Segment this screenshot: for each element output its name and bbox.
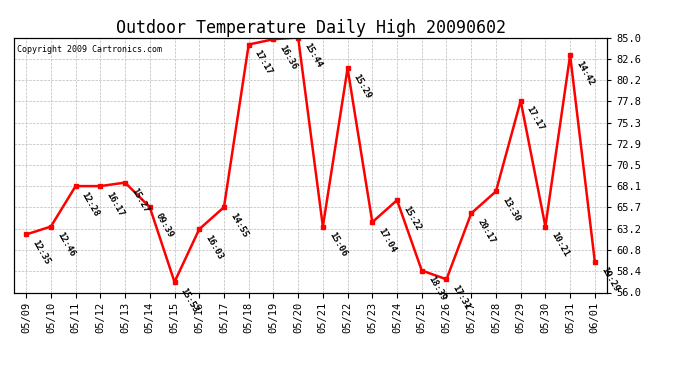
Text: 14:42: 14:42 [574,59,595,87]
Text: 18:39: 18:39 [426,274,447,303]
Text: 17:04: 17:04 [377,226,397,254]
Text: 13:30: 13:30 [500,195,522,223]
Text: 16:36: 16:36 [277,44,299,71]
Text: 10:21: 10:21 [549,231,571,258]
Text: 15:53: 15:53 [179,286,200,314]
Text: 15:27: 15:27 [129,187,150,214]
Text: Copyright 2009 Cartronics.com: Copyright 2009 Cartronics.com [17,45,161,54]
Text: 19:29: 19:29 [599,266,620,294]
Text: 17:17: 17:17 [253,49,274,76]
Text: 17:31: 17:31 [451,284,472,311]
Text: 12:46: 12:46 [55,231,77,258]
Text: 16:17: 16:17 [104,190,126,218]
Text: 14:55: 14:55 [228,211,249,239]
Text: 16:03: 16:03 [204,233,225,261]
Text: 15:06: 15:06 [327,231,348,258]
Title: Outdoor Temperature Daily High 20090602: Outdoor Temperature Daily High 20090602 [115,20,506,38]
Text: 09:39: 09:39 [154,211,175,239]
Text: 17:17: 17:17 [525,105,546,133]
Text: 12:28: 12:28 [80,190,101,218]
Text: 15:22: 15:22 [401,204,422,232]
Text: 12:35: 12:35 [30,238,52,266]
Text: 15:44: 15:44 [302,42,324,69]
Text: 20:17: 20:17 [475,217,497,245]
Text: 15:29: 15:29 [352,72,373,100]
